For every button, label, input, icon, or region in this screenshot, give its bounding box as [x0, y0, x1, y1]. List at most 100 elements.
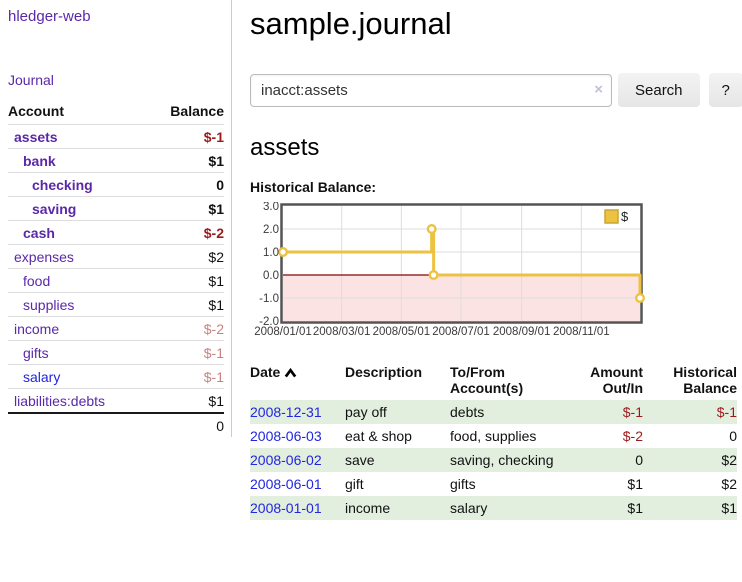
register-col-amount[interactable]: Amount Out/In	[590, 364, 643, 396]
account-row: supplies $1	[8, 292, 224, 317]
chart-title: Historical Balance:	[250, 179, 377, 195]
transaction-balance: $1	[721, 500, 737, 516]
svg-text:$: $	[621, 209, 629, 224]
clear-search-icon[interactable]: ×	[594, 80, 603, 98]
brand-link[interactable]: hledger-web	[8, 8, 91, 25]
account-link-bank[interactable]: bank	[23, 153, 56, 169]
account-balance: 0	[147, 172, 224, 197]
transaction-description: income	[345, 500, 391, 516]
account-row: gifts $-1	[8, 340, 224, 365]
sort-asc-icon	[284, 365, 297, 381]
account-balance: $-1	[147, 364, 224, 389]
sidebar-item-journal[interactable]: Journal	[8, 72, 54, 88]
page: hledger-web Journal Account Balance asse…	[0, 0, 742, 520]
svg-text:2008/05/01: 2008/05/01	[373, 326, 431, 338]
account-link-food[interactable]: food	[23, 273, 51, 289]
account-row: income $-2	[8, 316, 224, 341]
account-row: liabilities:debts $1	[8, 388, 224, 413]
account-balance: $-1	[147, 124, 224, 149]
register-col-description[interactable]: Description	[345, 364, 423, 380]
accounts-col-account: Account	[8, 103, 64, 119]
transaction-accounts: salary	[450, 500, 488, 516]
svg-text:3.0: 3.0	[263, 202, 279, 213]
account-row: assets $-1	[8, 124, 224, 149]
register-row: 2008-06-03 eat & shop food, supplies $-2 0	[250, 424, 737, 448]
transaction-date-link[interactable]: 2008-12-31	[250, 404, 322, 420]
account-row: food $1	[8, 268, 224, 293]
page-title: sample.journal	[250, 6, 452, 41]
transaction-date-link[interactable]: 2008-06-01	[250, 476, 322, 492]
account-link-liabilities-debts[interactable]: liabilities:debts	[14, 393, 106, 409]
register-col-date[interactable]: Date	[250, 362, 345, 400]
account-link-expenses[interactable]: expenses	[14, 249, 74, 265]
register-table: Date Description To/From Account(s) Amou…	[250, 362, 737, 520]
account-link-supplies[interactable]: supplies	[23, 297, 75, 313]
account-link-cash[interactable]: cash	[23, 225, 55, 241]
account-balance: $-2	[147, 316, 224, 341]
account-row: expenses $2	[8, 244, 224, 269]
svg-text:2008/01/01: 2008/01/01	[254, 326, 312, 338]
account-link-saving[interactable]: saving	[32, 201, 77, 217]
register-row: 2008-06-02 save saving, checking 0 $2	[250, 448, 737, 472]
accounts-total-row: 0	[8, 412, 224, 437]
account-row: saving $1	[8, 196, 224, 221]
register-row: 2008-12-31 pay off debts $-1 $-1	[250, 400, 737, 424]
register-row: 2008-01-01 income salary $1 $1	[250, 496, 737, 520]
svg-text:2008/03/01: 2008/03/01	[313, 326, 371, 338]
help-button[interactable]: ?	[708, 73, 742, 107]
account-balance: $1	[147, 388, 224, 413]
main-content: sample.journal × Search ? assets Histori…	[232, 0, 742, 520]
transaction-description: eat & shop	[345, 428, 412, 444]
transaction-accounts: saving, checking	[450, 452, 554, 468]
transaction-balance: $2	[721, 452, 737, 468]
account-balance: $-2	[147, 220, 224, 245]
account-row: salary $-1	[8, 364, 224, 389]
transaction-balance: $2	[721, 476, 737, 492]
transaction-balance: $-1	[716, 404, 737, 420]
account-link-gifts[interactable]: gifts	[23, 345, 49, 361]
account-row: cash $-2	[8, 220, 224, 245]
transaction-description: save	[345, 452, 375, 468]
transaction-amount: $1	[627, 500, 643, 516]
account-link-income[interactable]: income	[14, 321, 60, 337]
register-col-accounts[interactable]: To/From Account(s)	[450, 364, 524, 396]
transaction-date-link[interactable]: 2008-01-01	[250, 500, 322, 516]
search-bar: × Search ?	[250, 73, 742, 107]
account-balance: $1	[147, 292, 224, 317]
historical-balance-chart: $3.0 2.0 1.0 0.0 -1.0 -2.0 2008/01/01 2008/03/0…	[250, 201, 742, 349]
accounts-col-balance: Balance	[170, 103, 224, 119]
search-button[interactable]: Search	[618, 73, 700, 107]
register-col-balance[interactable]: Historical Balance	[673, 364, 737, 396]
svg-text:1.0: 1.0	[263, 247, 279, 259]
transaction-description: pay off	[345, 404, 387, 420]
account-balance: $1	[147, 148, 224, 173]
svg-text:2008/07/01: 2008/07/01	[432, 326, 490, 338]
accounts-total-value: 0	[147, 412, 224, 437]
account-row: checking 0	[8, 172, 224, 197]
transaction-accounts: gifts	[450, 476, 476, 492]
register-row: 2008-06-01 gift gifts $1 $2	[250, 472, 737, 496]
account-balance: $2	[147, 244, 224, 269]
svg-text:-1.0: -1.0	[259, 293, 279, 305]
svg-text:-2.0: -2.0	[259, 316, 279, 328]
accounts-table: Account Balance assets $-1 bank $1 checking 0…	[8, 100, 224, 437]
account-link-salary[interactable]: salary	[23, 369, 61, 385]
search-input[interactable]	[250, 73, 612, 107]
svg-text:0.0: 0.0	[263, 270, 279, 282]
svg-text:2008/09/01: 2008/09/01	[493, 326, 551, 338]
account-link-checking[interactable]: checking	[32, 177, 93, 193]
transaction-amount: 0	[635, 452, 643, 468]
transaction-amount: $-1	[622, 404, 643, 420]
account-balance: $1	[147, 196, 224, 221]
register-account-heading: assets	[250, 134, 320, 161]
transaction-description: gift	[345, 476, 364, 492]
transaction-date-link[interactable]: 2008-06-03	[250, 428, 322, 444]
svg-text:2008/11/01: 2008/11/01	[553, 326, 610, 338]
account-balance: $-1	[147, 340, 224, 365]
transaction-amount: $-2	[622, 428, 643, 444]
account-row: bank $1	[8, 148, 224, 173]
transaction-date-link[interactable]: 2008-06-02	[250, 452, 322, 468]
transaction-balance: 0	[729, 428, 737, 444]
sidebar: hledger-web Journal Account Balance asse…	[0, 0, 232, 437]
account-link-assets[interactable]: assets	[14, 129, 58, 145]
